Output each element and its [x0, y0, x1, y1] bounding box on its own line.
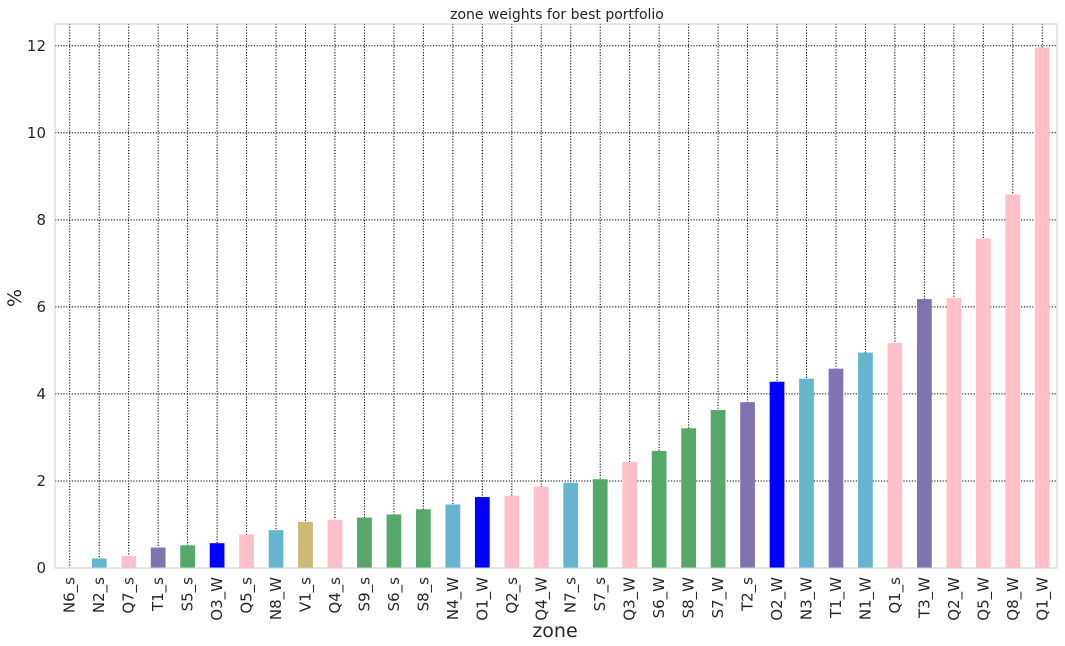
- y-tick-label: 2: [36, 472, 46, 490]
- x-tick-label: S6_W: [650, 577, 669, 619]
- y-tick-label: 8: [36, 211, 46, 229]
- bar-Q5_W: [975, 238, 991, 569]
- y-axis-label: %: [4, 289, 26, 307]
- x-tick-label: S9_s: [355, 577, 374, 612]
- bar-S8_s: [416, 509, 431, 568]
- x-tick-label: Q4_W: [532, 577, 551, 621]
- x-tick-label: S5_s: [179, 577, 198, 612]
- bar-O1_W: [474, 497, 490, 568]
- bar-S6_s: [386, 514, 402, 568]
- bar-Q1_s: [887, 343, 903, 568]
- bar-S7_W: [710, 410, 726, 568]
- bar-T3_W: [917, 299, 932, 568]
- x-tick-label: N1_W: [856, 577, 875, 620]
- x-tick-label: T2_s: [739, 577, 758, 612]
- x-tick-label: S7_W: [709, 577, 728, 619]
- x-tick-label: Q3_W: [621, 577, 640, 621]
- bar-Q5_s: [239, 534, 254, 568]
- x-tick-label: T1_s: [149, 577, 168, 612]
- bar-Q4_W: [533, 486, 549, 568]
- x-tick-label: Q2_W: [945, 577, 964, 621]
- x-tick-label: V1_s: [297, 577, 316, 612]
- bar-S8_W: [681, 428, 696, 568]
- x-tick-label: Q1_s: [886, 577, 905, 614]
- x-tick-label: N6_s: [61, 577, 80, 613]
- bar-S7_s: [592, 479, 608, 568]
- bar-N4_W: [445, 504, 461, 568]
- x-tick-label: Q1_W: [1033, 577, 1052, 621]
- y-tick-label: 6: [36, 298, 46, 316]
- bar-Q1_W: [1034, 47, 1050, 569]
- x-tick-label: N3_W: [798, 577, 817, 620]
- x-tick-label: T1_W: [827, 577, 846, 619]
- bar-Q3_W: [622, 461, 638, 568]
- x-tick-label: Q2_s: [503, 577, 522, 614]
- y-tick-label: 10: [27, 124, 46, 142]
- x-tick-label: Q7_s: [120, 577, 139, 614]
- bar-T1_W: [828, 368, 844, 568]
- x-tick-label: S7_s: [591, 577, 610, 612]
- x-tick-label: O2_W: [768, 577, 787, 621]
- bar-T2_s: [740, 402, 755, 568]
- x-tick-label: Q8_W: [1004, 577, 1023, 621]
- bar-Q7_s: [121, 555, 137, 568]
- bar-N2_s: [91, 558, 107, 568]
- x-tick-label: N4_W: [444, 577, 463, 620]
- bars: [91, 47, 1050, 569]
- bar-Q2_s: [504, 495, 520, 568]
- x-tick-label: Q5_W: [974, 577, 993, 621]
- plot-frame: [54, 23, 1058, 569]
- x-tick-label: S6_s: [385, 577, 404, 612]
- x-tick-label: S8_W: [680, 577, 699, 619]
- x-tick-label: N8_W: [267, 577, 286, 620]
- bar-Q4_s: [327, 519, 343, 568]
- x-axis-label: zone: [532, 620, 577, 642]
- y-tick-label: 4: [36, 385, 46, 403]
- bar-Q8_W: [1005, 194, 1021, 569]
- bar-N8_W: [268, 530, 284, 568]
- bar-S9_s: [357, 517, 372, 568]
- bar-T1_s: [150, 547, 166, 568]
- x-tick-label: O1_W: [473, 577, 492, 621]
- chart-title: zone weights for best portfolio: [450, 7, 664, 23]
- bar-S5_s: [180, 545, 195, 568]
- grid-layer: [55, 24, 1057, 568]
- x-tick-label: N7_s: [562, 577, 581, 613]
- x-tick-label: O3_W: [208, 577, 227, 621]
- bar-N3_W: [799, 378, 814, 568]
- y-tick-label: 0: [36, 559, 46, 577]
- bar-N1_W: [858, 352, 873, 568]
- x-tick-label: S8_s: [414, 577, 433, 612]
- y-tick-label: 12: [27, 37, 46, 55]
- bar-O2_W: [769, 381, 785, 568]
- bar-V1_s: [298, 521, 313, 568]
- tick-labels: 0 2 4 6 8 10 12 N6_s N2_s Q7_s T1_s S5_s O3_W Q5_s N8_…: [27, 37, 1052, 621]
- x-tick-label: Q5_s: [238, 577, 257, 614]
- bar-O3_W: [209, 543, 225, 568]
- bar-S6_W: [651, 450, 667, 568]
- x-tick-label: Q4_s: [326, 577, 345, 614]
- bar-Q2_W: [946, 298, 962, 568]
- bar-N7_s: [563, 482, 579, 568]
- x-tick-label: T3_W: [915, 577, 934, 619]
- x-tick-label: N2_s: [90, 577, 109, 613]
